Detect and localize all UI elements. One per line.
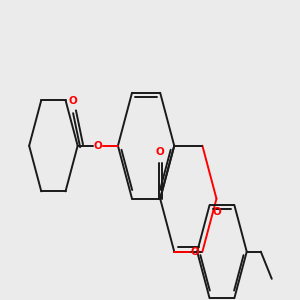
Text: O: O <box>213 207 222 217</box>
Text: O: O <box>68 96 77 106</box>
Text: O: O <box>156 147 164 157</box>
Text: O: O <box>94 141 102 151</box>
Text: O: O <box>190 247 199 257</box>
